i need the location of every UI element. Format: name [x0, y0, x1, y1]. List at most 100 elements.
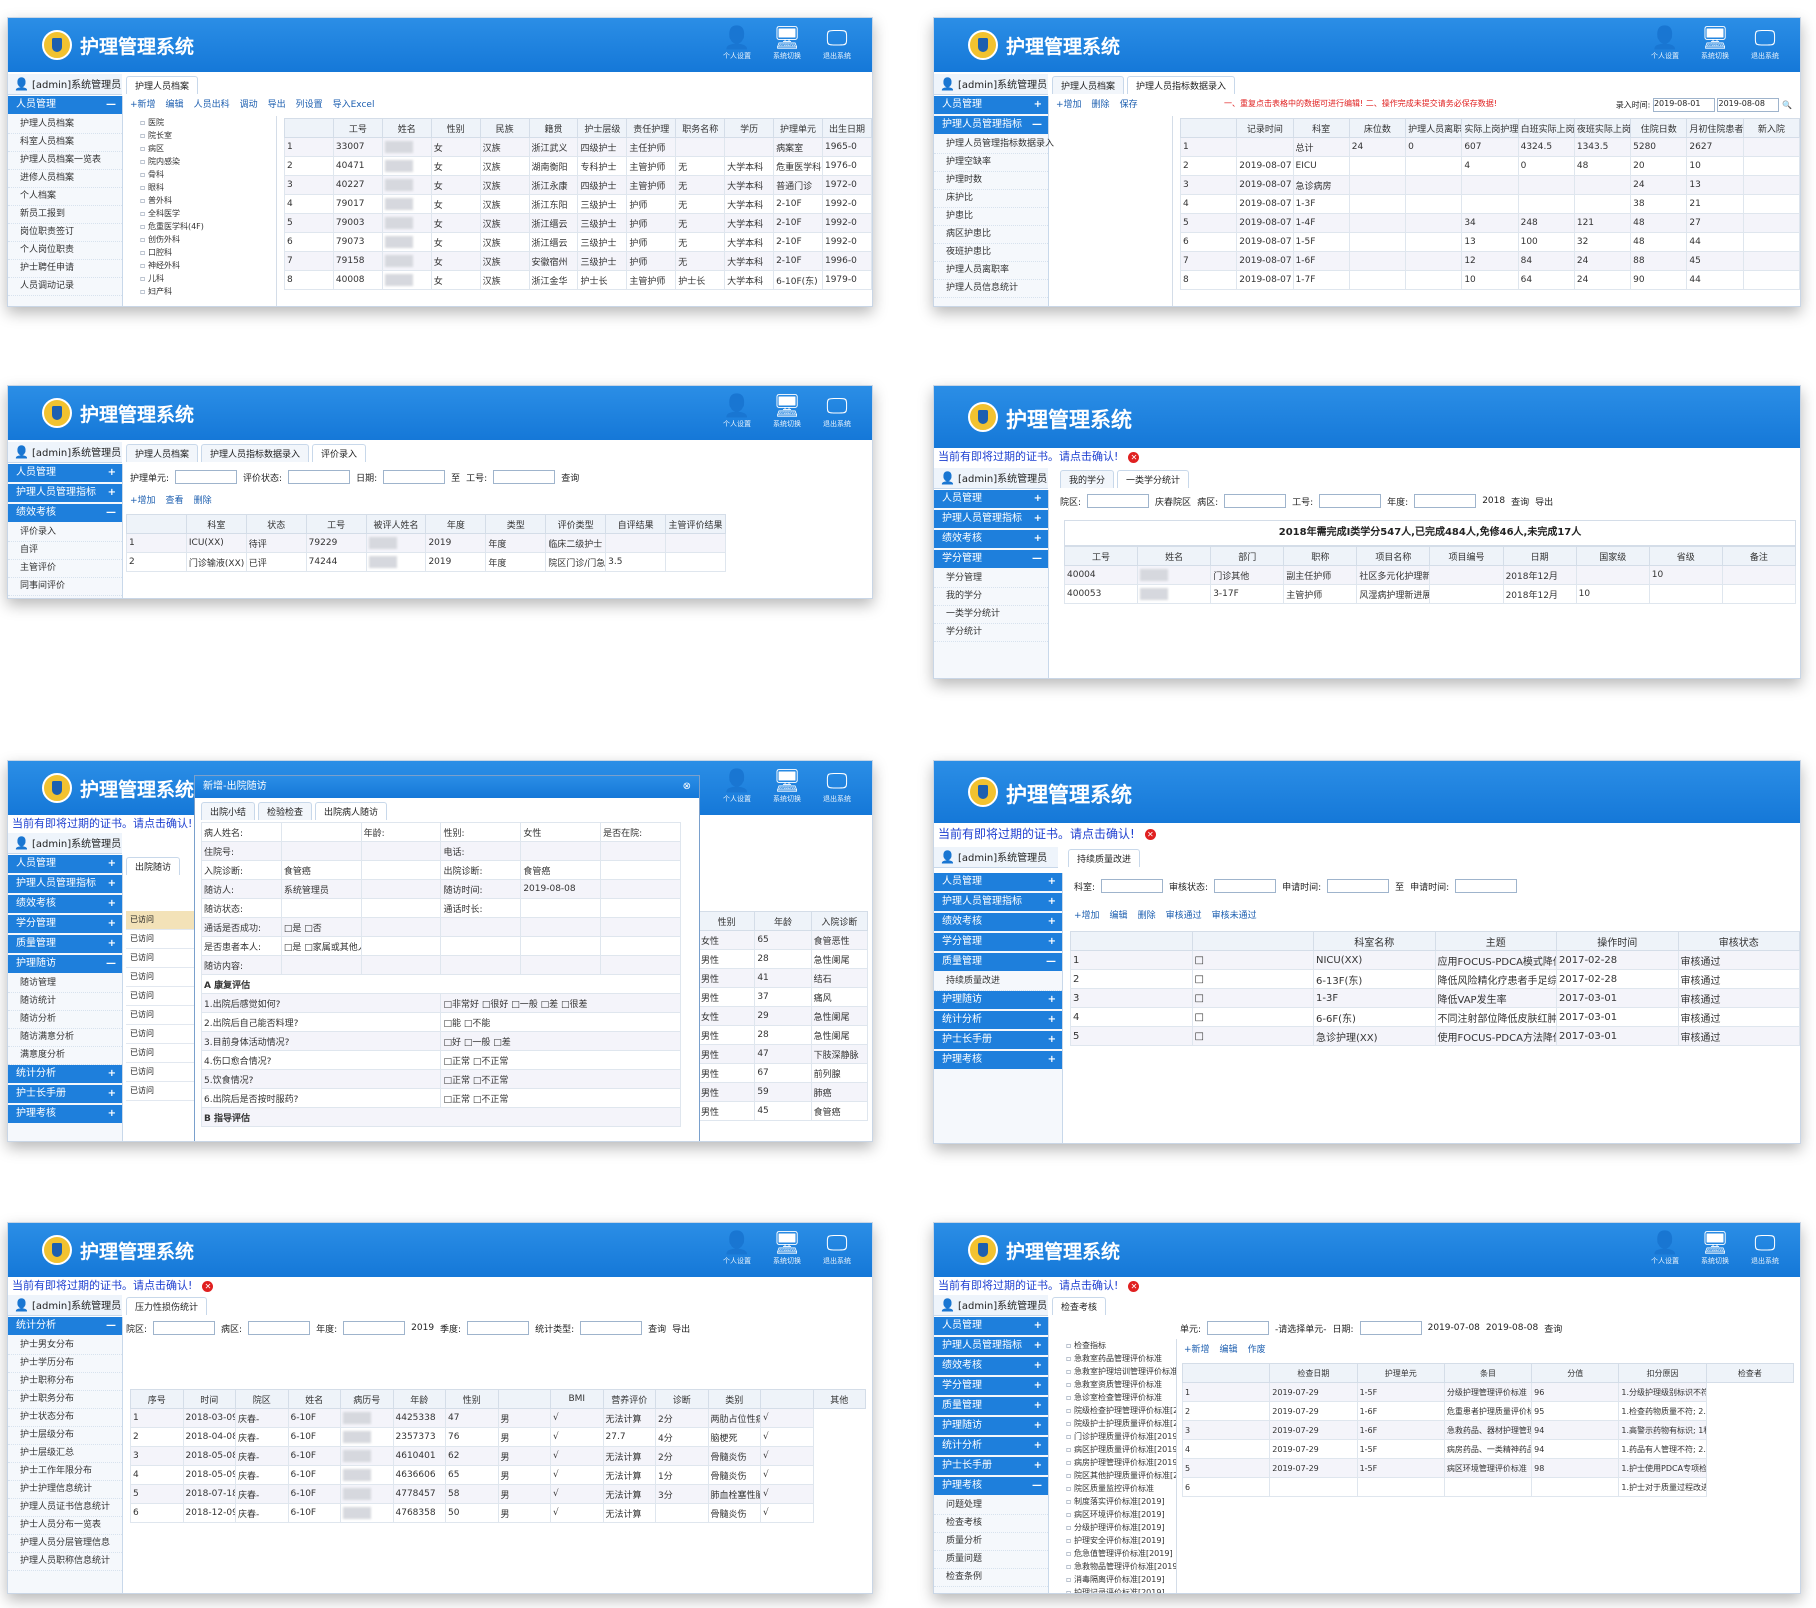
column-header[interactable]: 部门	[1210, 546, 1285, 566]
filter-input[interactable]	[343, 1321, 406, 1335]
table-row[interactable]: 女性 29 急性阑尾	[697, 1006, 869, 1026]
expand-toggle-icon[interactable]: +	[1047, 1054, 1056, 1065]
tab-lab-tests[interactable]: 检验检查	[258, 802, 313, 820]
column-header[interactable]: 科室	[185, 514, 247, 534]
exit-button[interactable]: 🖵 退出系统	[820, 1231, 854, 1266]
column-header[interactable]	[1191, 931, 1314, 951]
filter-input[interactable]	[1224, 494, 1287, 508]
table-row[interactable]: 6 1.护士对于质量过程改进PDCA模式不熟悉	[1181, 1477, 1794, 1497]
search-icon[interactable]: 🔍	[1782, 100, 1792, 110]
expand-toggle-icon[interactable]: +	[1033, 493, 1042, 504]
column-header[interactable]: 职称	[1283, 546, 1358, 566]
exit-button[interactable]: 🖵 退出系统	[820, 26, 854, 61]
answer-options[interactable]: □好 □一般 □差	[440, 1031, 681, 1051]
tree-node[interactable]: 危重医学科(4F)	[126, 220, 276, 233]
form-field[interactable]	[520, 917, 602, 937]
sidebar-group[interactable]: 护理人员管理指标 +	[934, 893, 1062, 911]
tree-node[interactable]: 院区质量监控评价标准	[1052, 1482, 1176, 1495]
date-from-input[interactable]: 2019-08-01	[1652, 98, 1715, 112]
sidebar-item[interactable]: 我的学分	[934, 588, 1048, 606]
column-header[interactable]: 姓名	[1137, 546, 1212, 566]
sidebar-item[interactable]: 新员工报到	[8, 206, 122, 224]
toolbar-button[interactable]: 保存	[1119, 100, 1138, 110]
sidebar-item[interactable]: 评价录入	[8, 524, 122, 542]
column-header[interactable]: 诊断	[655, 1389, 709, 1409]
filter-input[interactable]	[1414, 494, 1477, 508]
sidebar-group[interactable]: 统计分析 +	[934, 1011, 1062, 1029]
column-header[interactable]: 主题	[1434, 931, 1557, 951]
sidebar-item[interactable]: 满意度分析	[8, 1047, 122, 1065]
column-header[interactable]: 自评结果	[605, 514, 667, 534]
tree-node[interactable]: 院级检查护理管理评价标准[2019]	[1052, 1404, 1176, 1417]
sidebar-group[interactable]: 绩效考核 +	[934, 530, 1048, 548]
tree-node[interactable]: 眼科	[126, 181, 276, 194]
form-field[interactable]	[600, 898, 681, 918]
sidebar-item[interactable]: 护理人员证书信息统计	[8, 1499, 122, 1517]
tree-node[interactable]: 制度落实评价标准[2019]	[1052, 1495, 1176, 1508]
answer-options[interactable]: □正常 □不正常	[440, 1069, 681, 1089]
switch-system-button[interactable]: 🖥 系统切换	[770, 1231, 804, 1266]
expand-toggle-icon[interactable]: +	[107, 878, 116, 889]
sidebar-item[interactable]: 持续质量改进	[934, 973, 1062, 991]
form-field[interactable]	[360, 879, 442, 899]
toolbar-button[interactable]: 导入Excel	[332, 100, 375, 110]
column-header[interactable]: 性别	[697, 911, 756, 931]
column-header[interactable]	[284, 118, 334, 138]
tab-inspection[interactable]: 检查考核	[1052, 1297, 1107, 1315]
column-header[interactable]: 护理人员离职	[1405, 118, 1463, 138]
sidebar-group[interactable]: 人员管理 +	[934, 490, 1048, 508]
sidebar-group[interactable]: 质量管理 +	[8, 935, 122, 953]
sidebar-group[interactable]: 学分管理 +	[934, 1377, 1048, 1395]
switch-system-button[interactable]: 🖥 系统切换	[1698, 26, 1732, 61]
toolbar-button[interactable]: 导出	[267, 100, 286, 110]
filter-input[interactable]	[175, 470, 238, 484]
sidebar-item[interactable]: 主管评价	[8, 560, 122, 578]
sidebar-group[interactable]: 统计分析 +	[934, 1437, 1048, 1455]
tree-node[interactable]: 护理记录评价标准[2019]	[1052, 1586, 1176, 1593]
sidebar-item[interactable]: 个人档案	[8, 188, 122, 206]
sidebar-item[interactable]: 同事间评价	[8, 578, 122, 596]
tree-node[interactable]: 病房护理管理评价标准[2019]	[1052, 1456, 1176, 1469]
expand-toggle-icon[interactable]: +	[107, 487, 116, 498]
close-icon[interactable]: ✕	[202, 1280, 214, 1292]
form-field[interactable]	[600, 955, 681, 975]
toolbar-button[interactable]: +增加	[1074, 911, 1100, 921]
expand-toggle-icon[interactable]: +	[1047, 936, 1056, 947]
tree-node[interactable]: 危急值管理评价标准[2019]	[1052, 1547, 1176, 1560]
table-row[interactable]: 3 2019-08-07 急诊病房 24 13	[1179, 175, 1800, 195]
sidebar-item[interactable]: 护理人员分层管理信息	[8, 1535, 122, 1553]
expand-toggle-icon[interactable]: +	[1033, 1460, 1042, 1471]
filter-input[interactable]	[1455, 879, 1518, 893]
table-row[interactable]: 8 40008 女汉族 浙江金华 护士长 主管护师 护士长 大学本科 6-10F(东) 1979-…	[284, 270, 872, 290]
filter-input[interactable]	[1319, 494, 1382, 508]
form-field[interactable]: 是否在院:	[600, 822, 681, 842]
form-field[interactable]	[520, 898, 602, 918]
column-header[interactable]: 科室名称	[1313, 931, 1436, 951]
column-header[interactable]: 序号	[130, 1389, 184, 1409]
filter-input[interactable]	[1087, 494, 1150, 508]
form-field[interactable]	[600, 879, 681, 899]
sidebar-item[interactable]: 自评	[8, 542, 122, 560]
column-header[interactable]: 检查日期	[1269, 1363, 1358, 1383]
column-header[interactable]: 备注	[1721, 546, 1797, 566]
close-icon[interactable]: ✕	[1128, 451, 1140, 463]
table-row[interactable]: 男性 37 痛风	[697, 987, 869, 1007]
expand-toggle-icon[interactable]: +	[1047, 916, 1056, 927]
expand-toggle-icon[interactable]: +	[107, 918, 116, 929]
column-header[interactable]: 评价类型	[545, 514, 607, 534]
table-row[interactable]: 男性 45 食管癌	[697, 1101, 869, 1121]
user-settings-button[interactable]: 👤 个人设置	[720, 26, 754, 61]
form-field[interactable]	[360, 841, 442, 861]
filter-input[interactable]	[1214, 879, 1277, 893]
sidebar-item[interactable]: 护士聘任申请	[8, 260, 122, 278]
expand-toggle-icon[interactable]: +	[1047, 1034, 1056, 1045]
tab-discharge-summary[interactable]: 出院小结	[201, 802, 256, 820]
tree-node[interactable]: 护理安全评价标准[2019]	[1052, 1534, 1176, 1547]
certificate-notice[interactable]: 当前有即将过期的证书。请点击确认! ✕	[934, 448, 1140, 466]
toolbar-button[interactable]: 编辑	[1109, 911, 1128, 921]
table-row[interactable]: 男性 47 下肢深静脉	[697, 1044, 869, 1064]
tree-node[interactable]: 病区护理质量评价标准[2019]	[1052, 1443, 1176, 1456]
filter-input[interactable]	[467, 1321, 530, 1335]
